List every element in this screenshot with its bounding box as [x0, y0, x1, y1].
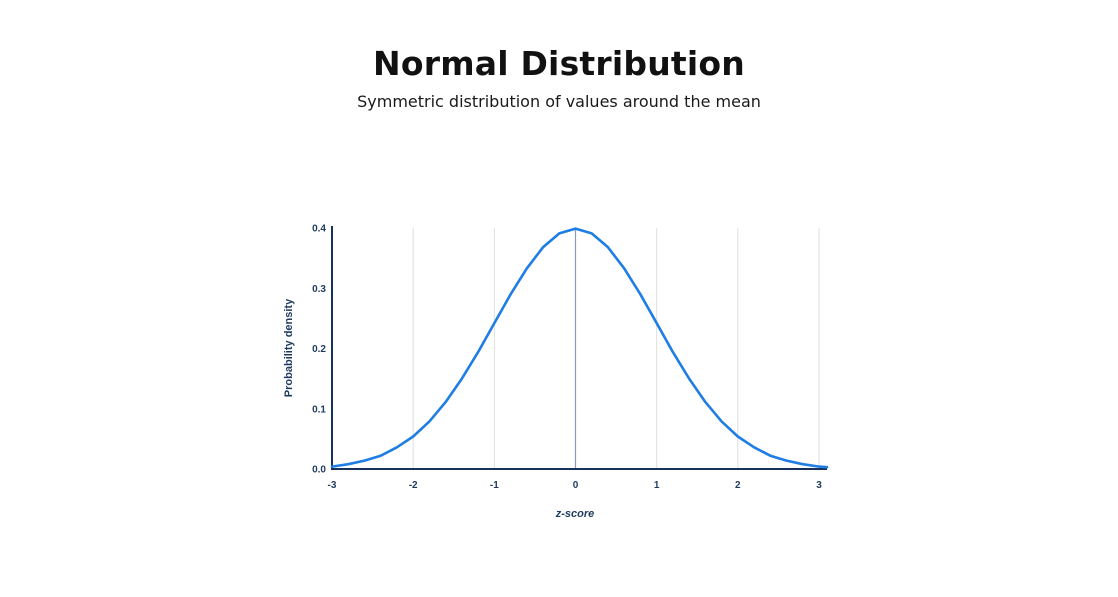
x-axis-title: z-score — [555, 508, 595, 520]
y-tick-label-4: 0.4 — [312, 224, 326, 235]
density-curve — [330, 227, 829, 469]
density-curve-layer — [330, 227, 829, 469]
y-tick-labels: 0.0 0.1 0.2 0.3 0.4 — [312, 224, 326, 476]
x-tick-label-0: -3 — [328, 480, 337, 491]
y-tick-label-0: 0.0 — [312, 465, 326, 476]
axes — [331, 226, 827, 470]
chart-title: Normal Distribution — [373, 44, 745, 83]
x-tick-label-5: 2 — [735, 480, 741, 491]
y-tick-label-2: 0.2 — [312, 344, 326, 355]
grid-lines — [412, 228, 820, 469]
y-tick-label-1: 0.1 — [312, 404, 326, 415]
chart-subtitle: Symmetric distribution of values around … — [357, 92, 761, 111]
x-tick-label-2: -1 — [490, 480, 499, 491]
x-tick-label-4: 1 — [654, 480, 660, 491]
y-axis-title: Probability density — [283, 298, 295, 397]
x-tick-label-6: 3 — [816, 480, 822, 491]
x-tick-labels: -3 -2 -1 0 1 2 3 — [328, 480, 823, 491]
x-tick-label-1: -2 — [409, 480, 418, 491]
y-tick-label-3: 0.3 — [312, 284, 326, 295]
x-tick-label-3: 0 — [573, 480, 579, 491]
